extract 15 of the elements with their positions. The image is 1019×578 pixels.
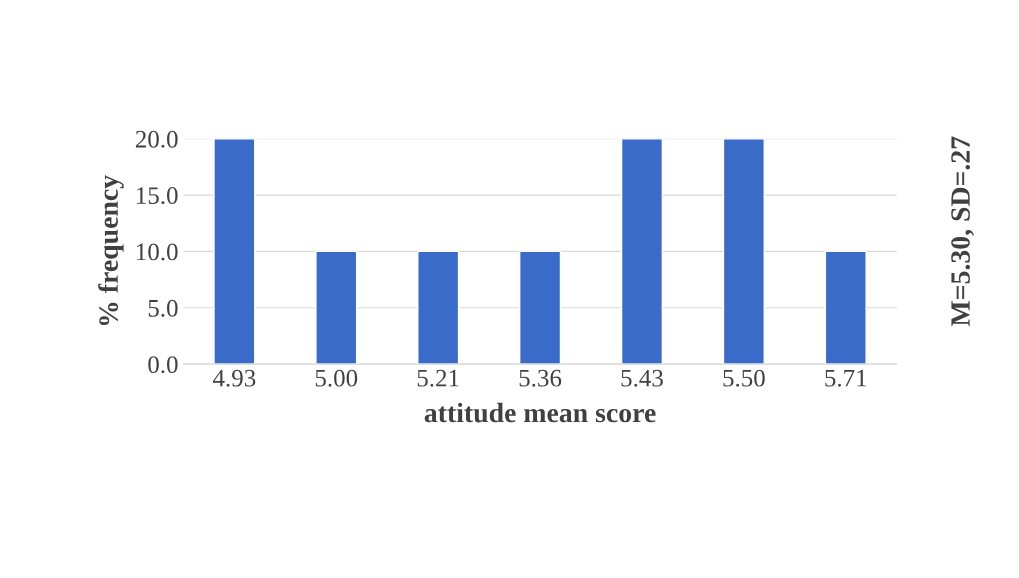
x-tick-label: 5.36: [519, 369, 562, 387]
x-tick-label: 5.21: [417, 369, 459, 387]
x-tick-label: 5.50: [723, 369, 765, 387]
y-axis-title: % frequency: [98, 175, 124, 326]
x-tick-label: 5.71: [825, 369, 867, 387]
x-tick-label: 4.93: [212, 369, 256, 387]
x-tick-label: 5.00: [315, 369, 358, 387]
y-tick-label: 10.0: [137, 243, 178, 261]
y-tick-label: 15.0: [137, 187, 178, 205]
y-tick-label: 0.0: [148, 356, 178, 374]
text: M=5.30, SD=.27: [951, 136, 974, 327]
x-tick-label: 5.43: [621, 369, 663, 387]
y-tick-label: 5.0: [148, 299, 178, 317]
x-axis-title: attitude mean score: [424, 402, 656, 423]
y-tick-label: 20.0: [135, 130, 178, 148]
